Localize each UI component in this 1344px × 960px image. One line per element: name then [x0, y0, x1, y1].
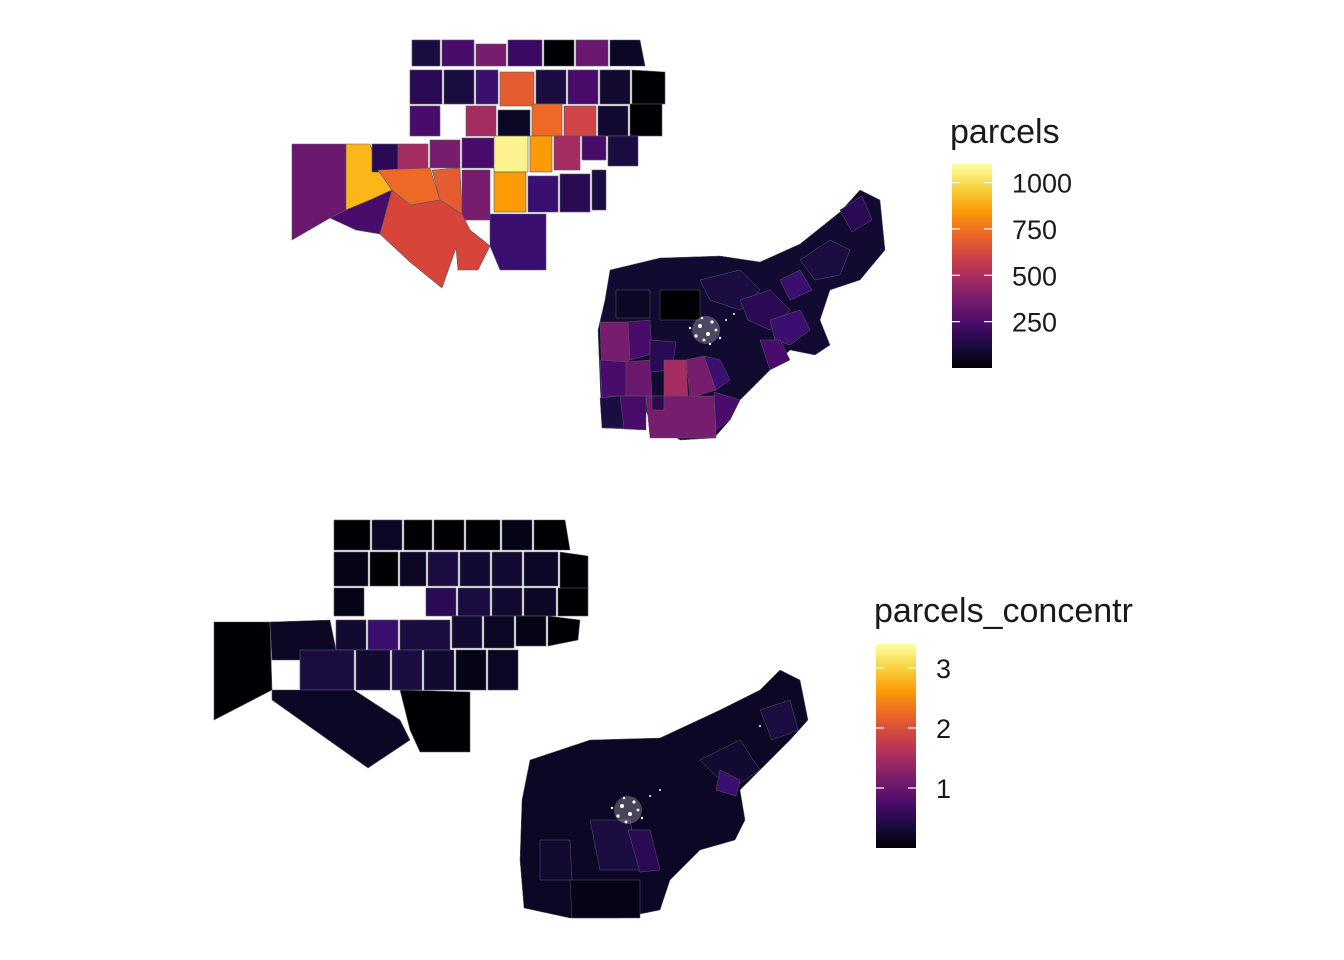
legend-tick-label: 3 — [936, 654, 951, 684]
parcels-concentr-legend-title: parcels_concentr — [874, 592, 1133, 630]
legend-tick-label: 1 — [936, 774, 951, 804]
parcels-colorbar — [952, 164, 992, 368]
parcels-legend-ticks: 1000 750 500 250 — [952, 169, 1072, 338]
east-region-concentr — [519, 669, 809, 919]
west-region-concentr — [213, 519, 589, 769]
east-region-parcels — [597, 189, 886, 441]
metro-core-concentr — [610, 725, 761, 824]
legend-tick-label: 2 — [936, 714, 951, 744]
west-region-parcels — [291, 39, 666, 289]
parcels-concentr-legend-ticks: 3 2 1 — [876, 654, 951, 804]
legend-tick-label: 500 — [1012, 261, 1057, 291]
metro-core-parcels — [688, 313, 735, 346]
parcels-concentr-colorbar — [876, 644, 916, 848]
parcels-legend: parcels 1000 750 500 250 — [950, 113, 1072, 368]
legend-tick-label: 750 — [1012, 215, 1057, 245]
parcels-concentr-map-panel: parcels_concentr 3 2 1 — [213, 519, 1133, 919]
parcels-legend-title: parcels — [950, 113, 1060, 151]
parcels-concentr-legend: parcels_concentr 3 2 1 — [874, 592, 1133, 848]
parcels-map-panel: parcels 1000 750 500 250 — [291, 39, 1072, 441]
legend-tick-label: 250 — [1012, 308, 1057, 338]
legend-tick-label: 1000 — [1012, 169, 1072, 199]
